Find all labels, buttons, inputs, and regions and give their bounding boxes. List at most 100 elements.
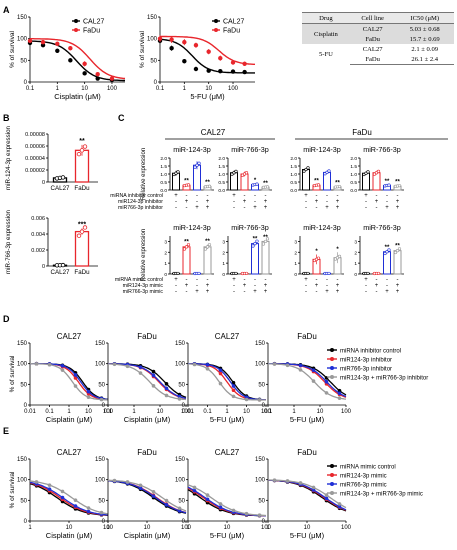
data-point (125, 480, 130, 484)
data-point (68, 58, 73, 63)
panel-d-y-tick-label: 0 (24, 403, 28, 409)
data-point (164, 382, 169, 386)
table-row: FaDu 15.7 ± 0.69 (302, 34, 454, 44)
treatment-sign: + (195, 289, 199, 295)
treatment-sign: - (326, 283, 328, 289)
panel-d-y-tick-label: 0 (182, 403, 186, 409)
treatment-sign: + (174, 193, 178, 199)
panel-c-y-tick-label: 0.0 (290, 188, 297, 194)
data-point (337, 254, 342, 259)
panel-e-x-tick-label: 10 (144, 525, 151, 531)
data-point (73, 498, 78, 503)
panel-c-y-tick-label: 3 (294, 239, 297, 245)
data-point (218, 68, 223, 74)
data-point (205, 362, 210, 367)
panel-d-y-tick-label: 150 (95, 341, 106, 347)
treatment-sign: + (243, 199, 247, 205)
treatment-sign: - (196, 193, 198, 199)
significance-label: * (315, 249, 318, 255)
data-point (205, 245, 210, 249)
data-point (60, 489, 65, 494)
panel-d-x-tick-label: 0.1 (203, 409, 212, 415)
data-point (40, 39, 46, 45)
data-point (184, 245, 189, 249)
data-point (231, 380, 236, 385)
legend-label: miR124-3p mimic (340, 473, 387, 479)
data-point (79, 229, 85, 234)
panel-B1-y-axis-label: miR-124-3p expression (5, 125, 12, 190)
data-point (86, 389, 91, 394)
panel-A1-x-tick-label: 10 (81, 86, 88, 92)
treatment-sign: - (305, 283, 307, 289)
panel-A1-y-tick-label: 100 (17, 37, 28, 43)
legend-label: miRNA inhibitor control (340, 348, 401, 354)
treatment-sign: - (207, 277, 209, 283)
data-point (206, 49, 211, 54)
panel-e-x-axis-label: Cisplatin (μM) (124, 531, 171, 540)
panel-c-y-axis-label: Relative expression (141, 229, 147, 281)
panel-c-treatment-label: miR766-3p inhibitor (118, 205, 163, 211)
treatment-sign: + (195, 205, 199, 211)
data-point (186, 243, 191, 247)
panel-A2-y-tick-label: 150 (147, 15, 158, 21)
panel-label-c: C (118, 113, 125, 123)
panel-e-x-tick-label: 100 (103, 525, 114, 531)
treatment-sign: - (186, 277, 188, 283)
treatment-sign: - (376, 205, 378, 211)
data-point (265, 237, 270, 241)
treatment-sign: - (316, 205, 318, 211)
data-point (169, 46, 174, 51)
treatment-sign: - (186, 205, 188, 211)
panel-d-x-tick-label: 100 (103, 409, 114, 415)
data-point (76, 233, 82, 238)
treatment-sign: + (264, 283, 268, 289)
data-point (218, 505, 223, 510)
table-header-ic50: IC50 (μM) (410, 14, 440, 22)
treatment-sign: + (264, 205, 268, 211)
data-point (177, 506, 182, 511)
table-cell-line: FaDu (365, 35, 380, 43)
panel-c-y-axis-label: Relative expression (141, 148, 147, 200)
data-point (157, 36, 163, 41)
panel-e-y-tick-label: 0 (262, 519, 266, 525)
panel-e-y-axis-label: % of survival (9, 471, 16, 508)
data-point (182, 247, 187, 251)
treatment-sign: - (196, 283, 198, 289)
panel-c-subpanel-title: miR-766-3p (231, 223, 269, 232)
data-point (255, 239, 259, 243)
panel-e-x-tick-label: 1 (266, 525, 270, 531)
panel-c-y-tick-label: 2.0 (160, 156, 167, 162)
data-point (55, 48, 60, 53)
panel-B1-y-tick-label: 0.00004 (25, 156, 45, 162)
panel-e-x-tick-label: 100 (341, 525, 352, 531)
data-point (47, 362, 52, 367)
data-point (376, 169, 381, 173)
significance-label: ** (253, 236, 258, 242)
treatment-sign: - (254, 199, 256, 205)
table-header-drug: Drug (319, 14, 333, 22)
data-point (316, 256, 321, 260)
legend-label: CAL27 (223, 19, 245, 26)
data-point (324, 391, 329, 395)
ic50-table: Drug Cell line IC50 (μM) Cisplatin CAL27… (302, 12, 454, 65)
panel-d-y-tick-label: 150 (17, 341, 28, 347)
treatment-sign: + (336, 199, 340, 205)
data-point (324, 379, 329, 384)
data-point (73, 504, 78, 508)
data-point (151, 373, 156, 378)
panel-e-x-tick-label: 10 (66, 525, 73, 531)
panel-A2-y-axis-label: % of survival (139, 31, 146, 68)
panel-A2-x-tick-label: 10 (205, 86, 212, 92)
dose-response-curve (188, 363, 267, 401)
significance-label: ** (263, 235, 268, 241)
data-point (257, 513, 262, 517)
treatment-sign: - (265, 193, 267, 199)
data-point (298, 481, 303, 485)
treatment-sign: + (304, 277, 308, 283)
data-point (60, 495, 65, 500)
data-point (47, 483, 52, 487)
data-point (234, 169, 238, 173)
panel-d-x-tick-label: 1 (132, 409, 136, 415)
data-point (60, 262, 66, 268)
table-cell-line: FaDu (349, 54, 396, 65)
